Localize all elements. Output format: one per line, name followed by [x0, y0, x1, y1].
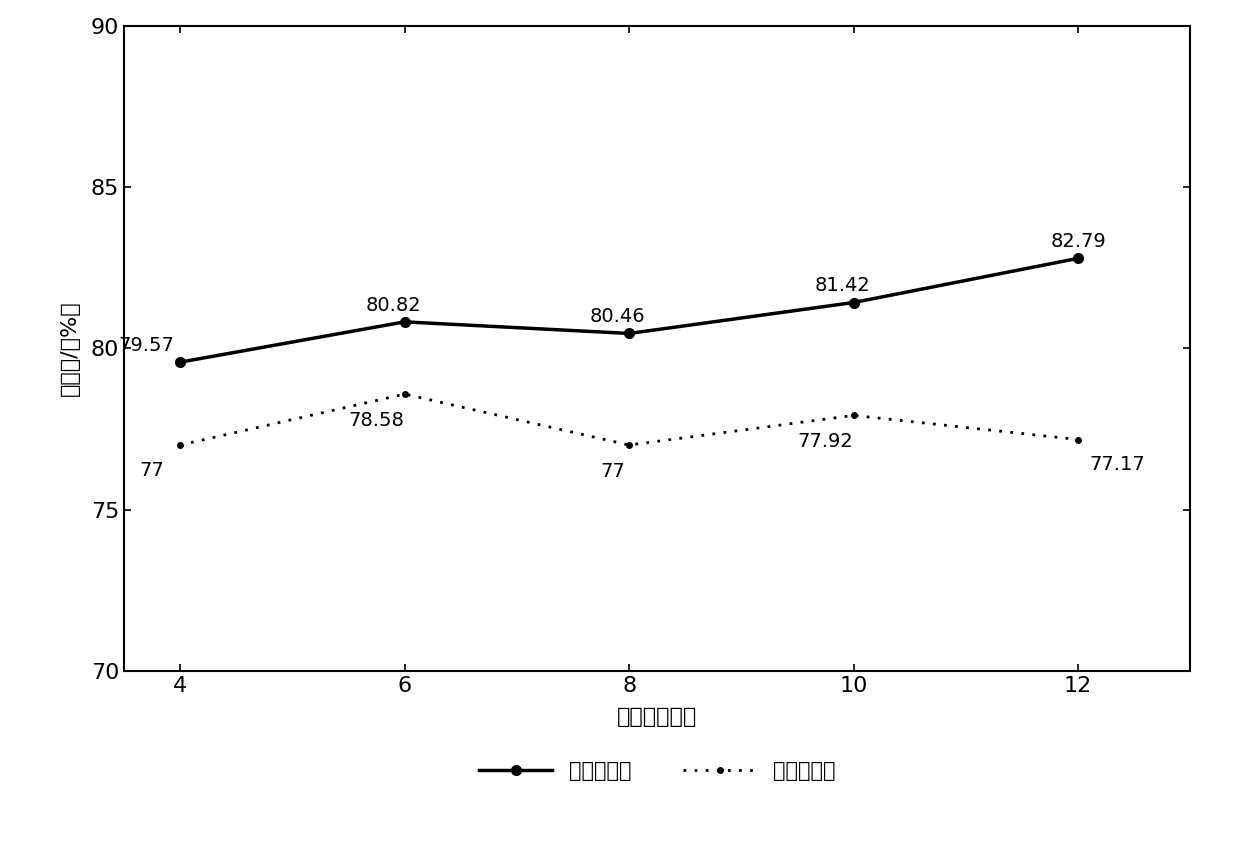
训练准确率 [1070, 253, 1085, 263]
测试准确率 [846, 410, 861, 421]
Line: 测试准确率: 测试准确率 [177, 391, 1081, 448]
测试准确率 [1070, 434, 1085, 445]
Text: 80.82: 80.82 [366, 296, 422, 315]
Text: 80.46: 80.46 [590, 307, 646, 327]
测试准确率 [397, 389, 412, 399]
测试准确率 [621, 440, 636, 451]
Text: 77: 77 [600, 462, 625, 481]
Text: 82.79: 82.79 [1050, 232, 1106, 251]
Legend: 训练准确率, 测试准确率: 训练准确率, 测试准确率 [471, 752, 843, 789]
训练准确率 [846, 298, 861, 308]
X-axis label: 隐藏层单元数: 隐藏层单元数 [618, 707, 697, 727]
训练准确率 [172, 357, 187, 367]
Y-axis label: 准确率/（%）: 准确率/（%） [60, 300, 79, 396]
Text: 79.57: 79.57 [119, 336, 175, 355]
Text: 77: 77 [140, 461, 165, 480]
Text: 78.58: 78.58 [348, 411, 404, 430]
训练准确率 [621, 329, 636, 339]
Text: 77.17: 77.17 [1090, 455, 1146, 474]
Text: 77.92: 77.92 [797, 433, 853, 452]
Text: 81.42: 81.42 [815, 276, 870, 296]
测试准确率 [172, 440, 187, 451]
训练准确率 [397, 316, 412, 327]
Line: 训练准确率: 训练准确率 [175, 254, 1083, 367]
